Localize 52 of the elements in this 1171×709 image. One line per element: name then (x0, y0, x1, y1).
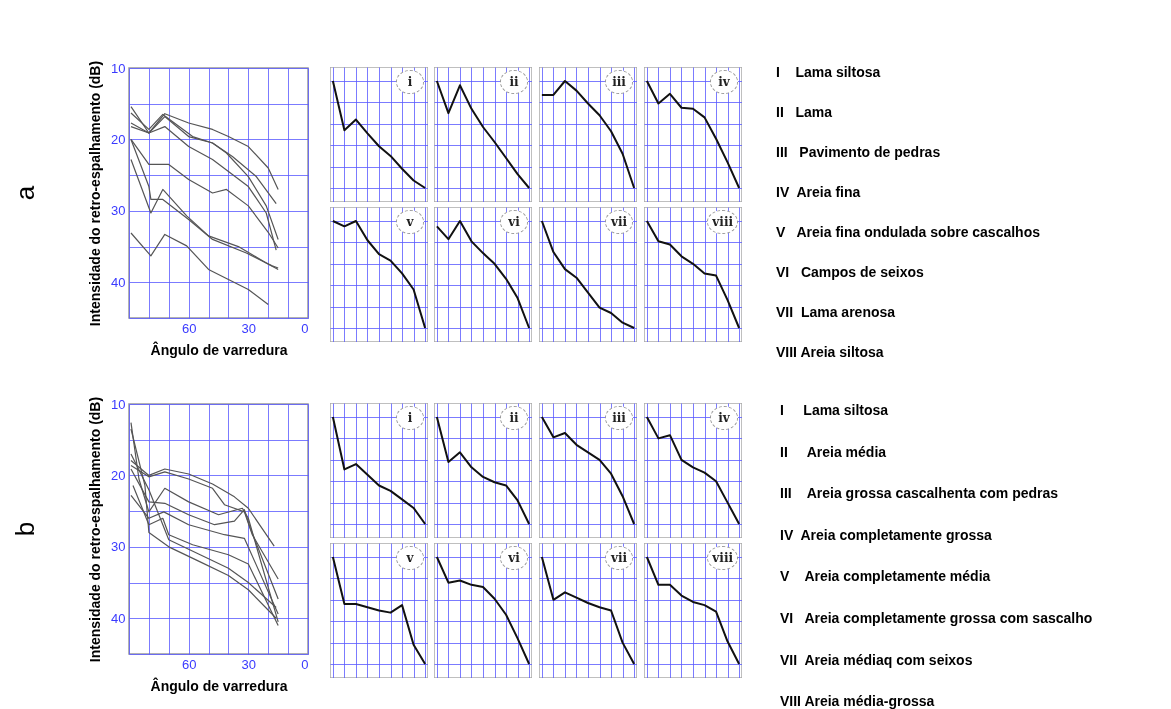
y-tick-label: 20 (111, 131, 126, 147)
y-tick-label: 40 (111, 274, 126, 290)
text: VI Areia completamente grossa com sascalho (780, 610, 1093, 626)
text: VII Lama arenosa (776, 304, 896, 320)
text: I Lama siltosa (776, 64, 881, 80)
text: V Areia completamente média (780, 568, 991, 585)
chart-title: ii (500, 70, 528, 94)
x-tick-label: 0 (301, 656, 309, 672)
text: II Lama (776, 104, 833, 120)
y-axis-title: Intensidade do retro-espalhamento (dB) (87, 60, 104, 327)
chart-title: v (396, 546, 424, 570)
x-tick-label: 0 (301, 320, 309, 336)
chart-title: vi (500, 546, 528, 570)
text: III Areia grossa cascalhenta com pedras (780, 485, 1059, 502)
x-axis-title: Ângulo de varredura (150, 676, 288, 694)
y-tick-label: 40 (111, 610, 126, 626)
text: a (9, 185, 40, 201)
chart-title: vi (500, 210, 528, 234)
y-tick-label: 30 (111, 539, 126, 555)
chart-title: ii (500, 406, 528, 430)
y-axis-title: Intensidade do retro-espalhamento (dB) (87, 396, 104, 663)
y-tick-label: 10 (111, 396, 126, 412)
chart-title: iv (710, 70, 738, 94)
chart-title: iii (605, 70, 633, 94)
text: VIII Areia média-grossa (780, 693, 935, 709)
text: IV Areia fina (776, 184, 861, 200)
y-tick-label: 10 (111, 60, 126, 76)
y-tick-label: 30 (111, 203, 126, 219)
x-tick-label: 60 (181, 320, 197, 336)
x-tick-label: 60 (181, 656, 197, 672)
chart-title: v (396, 210, 424, 234)
text: IV Areia completamente grossa (780, 526, 992, 543)
chart-title: vii (605, 546, 633, 570)
text: b (9, 521, 40, 537)
text: VII Areia médiaq com seixos (780, 651, 973, 668)
chart-title: i (396, 70, 424, 94)
chart-title: viii (707, 546, 738, 570)
y-tick-label: 20 (111, 467, 126, 483)
chart-title: iv (710, 406, 738, 430)
text: II Areia média (780, 443, 887, 460)
chart-title: viii (707, 210, 738, 234)
text: V Areia fina ondulada sobre cascalhos (776, 224, 1041, 240)
chart-title: iii (605, 406, 633, 430)
x-tick-label: 30 (241, 320, 257, 336)
text: I Lama siltosa (780, 402, 889, 418)
x-axis-title: Ângulo de varredura (150, 340, 288, 358)
text: III Pavimento de pedras (776, 144, 941, 160)
x-tick-label: 30 (241, 656, 257, 672)
text: VI Campos de seixos (776, 264, 924, 280)
chart-title: i (396, 406, 424, 430)
chart-title: vii (605, 210, 633, 234)
text: VIII Areia siltosa (776, 344, 884, 360)
